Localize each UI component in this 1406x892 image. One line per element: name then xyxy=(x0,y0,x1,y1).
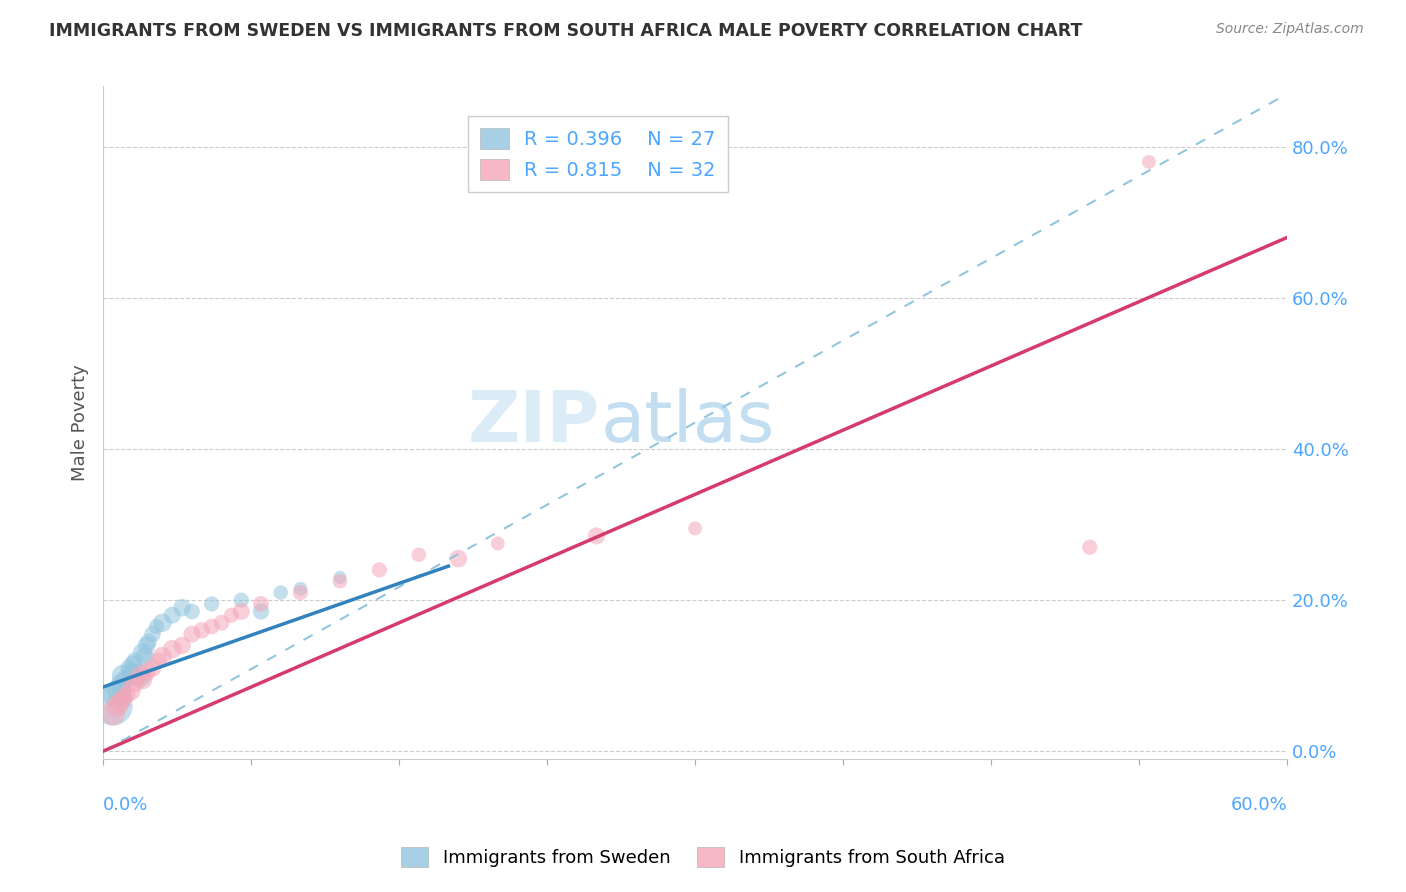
Point xyxy=(135,665,157,679)
Point xyxy=(134,649,156,664)
Point xyxy=(1078,540,1101,554)
Point xyxy=(221,608,243,623)
Text: 0.0%: 0.0% xyxy=(103,796,149,814)
Point xyxy=(270,585,292,599)
Point xyxy=(368,563,391,577)
Point xyxy=(138,634,160,648)
Point xyxy=(128,668,150,682)
Point xyxy=(110,695,132,709)
Point xyxy=(108,683,131,698)
Point xyxy=(120,683,142,698)
Point xyxy=(329,570,352,584)
Point xyxy=(231,604,253,618)
Point xyxy=(160,642,183,657)
Point xyxy=(124,654,146,668)
Point xyxy=(250,597,273,611)
Point xyxy=(114,673,136,687)
Point xyxy=(290,585,312,599)
Point xyxy=(115,688,138,702)
Point xyxy=(111,668,134,682)
Y-axis label: Male Poverty: Male Poverty xyxy=(72,364,89,481)
Point xyxy=(148,654,170,668)
Legend: Immigrants from Sweden, Immigrants from South Africa: Immigrants from Sweden, Immigrants from … xyxy=(394,839,1012,874)
Point xyxy=(486,536,509,550)
Text: atlas: atlas xyxy=(600,388,775,457)
Legend: R = 0.396    N = 27, R = 0.815    N = 32: R = 0.396 N = 27, R = 0.815 N = 32 xyxy=(468,116,727,192)
Text: IMMIGRANTS FROM SWEDEN VS IMMIGRANTS FROM SOUTH AFRICA MALE POVERTY CORRELATION : IMMIGRANTS FROM SWEDEN VS IMMIGRANTS FRO… xyxy=(49,22,1083,40)
Point xyxy=(150,615,173,630)
Point xyxy=(181,627,204,641)
Point xyxy=(128,668,150,682)
Point xyxy=(201,597,224,611)
Point xyxy=(1137,155,1160,169)
Point xyxy=(170,600,193,615)
Point xyxy=(141,627,163,641)
Point xyxy=(124,676,146,690)
Point xyxy=(141,661,163,675)
Point xyxy=(191,624,214,638)
Point xyxy=(105,698,128,713)
Point xyxy=(201,619,224,633)
Point xyxy=(111,691,134,706)
Point xyxy=(110,676,132,690)
Point xyxy=(211,615,233,630)
Point xyxy=(290,582,312,596)
Point xyxy=(135,639,157,653)
Text: ZIP: ZIP xyxy=(468,388,600,457)
Point xyxy=(329,574,352,589)
Point xyxy=(131,646,153,660)
Point xyxy=(145,619,167,633)
Point xyxy=(683,521,706,535)
Point xyxy=(231,593,253,607)
Point xyxy=(118,661,141,675)
Point xyxy=(120,665,142,679)
Text: 60.0%: 60.0% xyxy=(1230,796,1286,814)
Point xyxy=(447,551,470,566)
Point xyxy=(250,604,273,618)
Point xyxy=(105,688,128,702)
Point xyxy=(170,639,193,653)
Point xyxy=(150,649,173,664)
Point xyxy=(408,548,430,562)
Point xyxy=(131,673,153,687)
Point xyxy=(181,604,204,618)
Point xyxy=(160,608,183,623)
Point xyxy=(121,657,143,672)
Point xyxy=(585,529,607,543)
Point xyxy=(101,698,124,713)
Point xyxy=(101,706,124,721)
Text: Source: ZipAtlas.com: Source: ZipAtlas.com xyxy=(1216,22,1364,37)
